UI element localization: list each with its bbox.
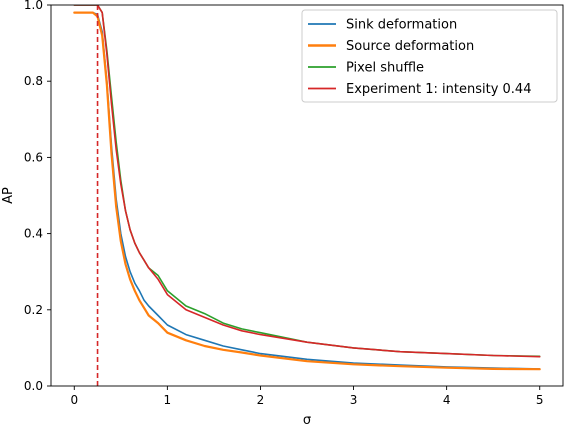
y-axis-label: AP: [1, 187, 16, 204]
y-tick-label: 1.0: [24, 0, 43, 12]
y-tick-label: 0.2: [24, 303, 43, 317]
x-tick-label: 3: [350, 393, 358, 407]
legend-entry: Source deformation: [346, 39, 474, 54]
y-tick-label: 0.0: [24, 379, 43, 393]
x-tick-label: 5: [536, 393, 544, 407]
y-axis: 0.0 0.2 0.4 0.6 0.8 1.0: [24, 0, 51, 393]
y-tick-label: 0.6: [24, 150, 43, 164]
x-axis: 0 1 2 3 4 5: [70, 386, 544, 407]
y-tick-label: 0.4: [24, 227, 43, 241]
series-line-source-deformation: [73, 11, 541, 371]
y-tick-label: 0.8: [24, 74, 43, 88]
x-tick-label: 4: [443, 393, 451, 407]
x-tick-label: 0: [70, 393, 78, 407]
legend: Sink deformation Source deformation Pixel …: [301, 9, 558, 103]
plot-area: [50, 4, 564, 387]
x-tick-label: 2: [257, 393, 265, 407]
legend-entry: Pixel shuffle: [346, 61, 424, 76]
legend-box: [301, 9, 558, 103]
legend-entry: Experiment 1: intensity 0.44: [346, 82, 531, 97]
series-line-experiment-1-intensity-0-44: [73, 5, 541, 358]
x-tick-label: 1: [164, 393, 172, 407]
legend-entry: Sink deformation: [346, 18, 457, 33]
series-group: [73, 5, 541, 386]
plot-frame: [50, 4, 564, 387]
x-axis-label: σ: [303, 413, 311, 428]
